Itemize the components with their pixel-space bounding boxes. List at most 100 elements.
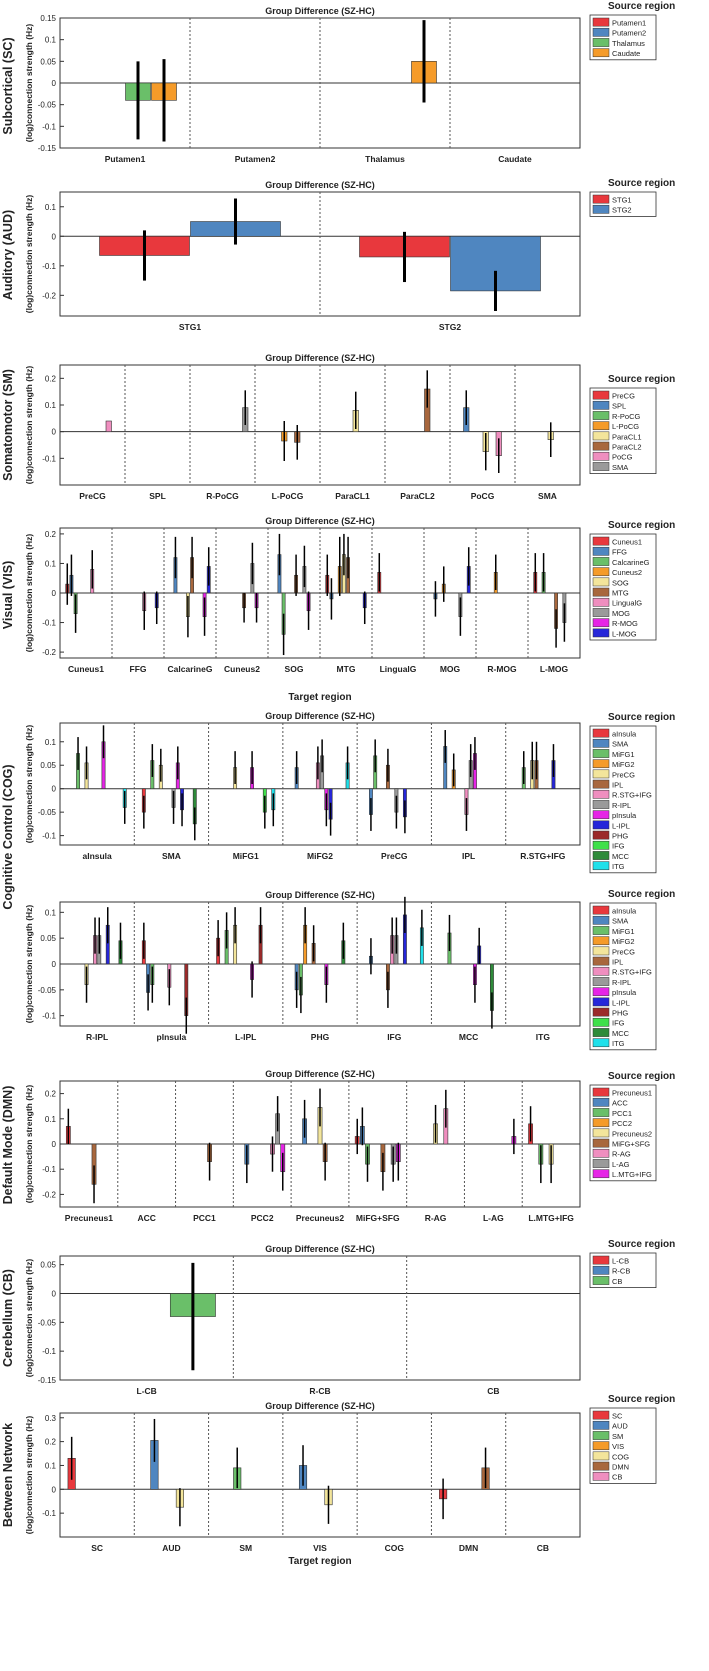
y-tick-label: 0.1 [45, 908, 57, 917]
chart-panel-8: Group Difference (SZ-HC) (log)connection … [1, 1239, 675, 1396]
legend-entry: R-PoCG [612, 412, 641, 421]
y-axis-label: (log)connection strength (Hz) [24, 1085, 34, 1204]
x-tick-label: Caudate [498, 154, 532, 164]
legend-swatch [592, 1138, 610, 1148]
x-tick-label: Thalamus [365, 154, 405, 164]
legend-entry: MiFG2 [612, 760, 635, 769]
y-axis-label: (log)connection strength (Hz) [24, 366, 34, 485]
legend-swatch [592, 536, 610, 546]
legend-swatch [592, 1255, 610, 1265]
y-tick-label: 0 [52, 428, 57, 437]
legend-swatch [592, 820, 610, 830]
chart-title: Group Difference (SZ-HC) [265, 353, 375, 363]
legend-entry: MCC [612, 1029, 630, 1038]
legend-entry: STG2 [612, 206, 632, 215]
x-tick-label: MiFG+SFG [356, 1213, 400, 1223]
legend-swatch [592, 851, 610, 860]
legend-swatch [592, 38, 610, 47]
legend-entry: SMA [612, 740, 628, 749]
chart-title: Group Difference (SZ-HC) [265, 180, 375, 190]
y-tick-label: -0.05 [38, 101, 57, 110]
legend-swatch [592, 946, 610, 956]
legend-entry: L-MOG [612, 629, 637, 638]
x-tick-label: R-MOG [487, 664, 517, 674]
chart-title: Group Difference (SZ-HC) [265, 6, 375, 16]
legend-entry: Putamen1 [612, 19, 646, 28]
legend-entry: MCC [612, 852, 630, 861]
x-tick-label: COG [385, 1543, 405, 1553]
legend-swatch [592, 1118, 610, 1128]
chart-title: Group Difference (SZ-HC) [265, 1069, 375, 1079]
chart-panel-9: Group Difference (SZ-HC) (log)connection … [1, 1394, 675, 1553]
legend-entry: L.MTG+IFG [612, 1170, 652, 1179]
legend-title: Source region [608, 712, 675, 723]
y-tick-label: -0.2 [42, 291, 56, 300]
x-tick-label: CalcarineG [168, 664, 213, 674]
y-tick-label: -0.1 [42, 454, 56, 463]
legend-swatch [592, 810, 610, 820]
x-tick-label: IPL [462, 851, 475, 861]
x-tick-label: aInsula [82, 851, 112, 861]
y-axis-label: (log)connection strength (Hz) [24, 195, 34, 314]
legend-entry: R.STG+IFG [612, 968, 652, 977]
legend-swatch [592, 1028, 610, 1037]
y-tick-label: -0.2 [42, 648, 56, 657]
legend-entry: IPL [612, 781, 623, 790]
legend-swatch [592, 956, 610, 966]
legend-swatch [592, 1169, 610, 1179]
y-tick-label: -0.1 [42, 262, 56, 271]
y-tick-label: 0 [52, 785, 57, 794]
legend-swatch [592, 800, 610, 809]
legend-entry: R-CB [612, 1267, 630, 1276]
legend-swatch [592, 915, 610, 925]
legend-entry: ITG [612, 1039, 625, 1048]
legend-entry: Cuneus2 [612, 568, 642, 577]
legend-entry: R-MOG [612, 619, 638, 628]
legend-entry: pInsula [612, 988, 637, 997]
legend-swatch [592, 628, 610, 638]
y-tick-label: -0.15 [38, 144, 57, 153]
y-tick-label: 0 [52, 79, 57, 88]
x-tick-label: SPL [149, 491, 166, 501]
x-tick-label: SC [91, 1543, 103, 1553]
y-tick-label: -0.05 [38, 808, 57, 817]
legend-title: Source region [608, 1239, 675, 1250]
legend-entry: Thalamus [612, 39, 645, 48]
legend-entry: DMN [612, 1463, 629, 1472]
legend-swatch [592, 1038, 610, 1048]
legend-swatch [592, 1017, 610, 1027]
x-tick-label: DMN [459, 1543, 478, 1553]
y-tick-label: -0.1 [42, 619, 56, 628]
legend-swatch [592, 597, 610, 607]
x-tick-label: PoCG [471, 491, 495, 501]
legend-swatch [592, 1420, 610, 1430]
legend-entry: VIS [612, 1442, 624, 1451]
x-tick-label: Precuneus2 [296, 1213, 344, 1223]
legend-entry: CB [612, 1277, 622, 1286]
y-tick-label: 0.1 [45, 559, 57, 568]
legend-title: Source region [608, 1071, 675, 1082]
y-axis-label: (log)connection strength (Hz) [24, 1416, 34, 1535]
legend-swatch [592, 1148, 610, 1158]
legend-entry: L-PoCG [612, 422, 639, 431]
legend-entry: PCC2 [612, 1119, 632, 1128]
y-tick-label: -0.1 [42, 1012, 56, 1021]
x-tick-label: R-CB [309, 1386, 330, 1396]
x-tick-label: L-CB [137, 1386, 157, 1396]
y-tick-label: 0 [52, 1140, 57, 1149]
y-tick-label: -0.1 [42, 1165, 56, 1174]
x-tick-label: STG1 [179, 322, 201, 332]
x-tick-label: AUD [162, 1543, 180, 1553]
legend-swatch [592, 997, 610, 1007]
chart-panel-4: Group Difference (SZ-HC) (log)connection … [1, 516, 675, 674]
plot-frame [59, 1412, 581, 1538]
legend-swatch [592, 1451, 610, 1461]
legend-swatch [592, 759, 610, 769]
chart-panel-2: Group Difference (SZ-HC) (log)connection … [1, 178, 675, 332]
x-tick-label: CB [537, 1543, 549, 1553]
x-tick-label: SMA [538, 491, 557, 501]
legend-swatch [592, 462, 610, 471]
chart-title: Group Difference (SZ-HC) [265, 516, 375, 526]
legend-swatch [592, 431, 610, 441]
legend-swatch [592, 1410, 610, 1420]
